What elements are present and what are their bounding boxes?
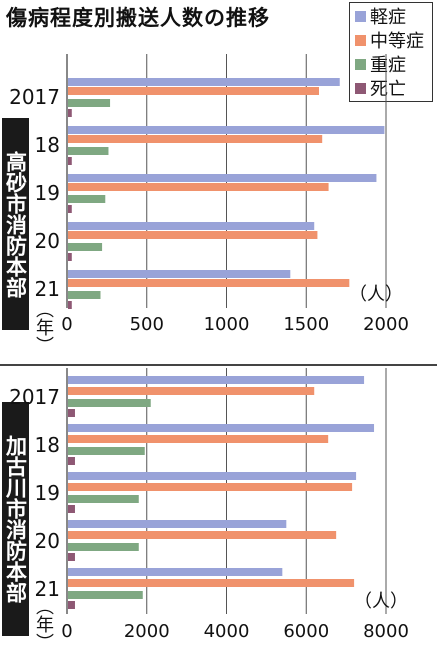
year-label-takasago-18: 18 — [35, 133, 60, 157]
value-unit-takasago: （人） — [349, 284, 403, 305]
org-label-takasago: 高砂市消防本部 — [2, 118, 29, 330]
legend-swatch-mild — [355, 10, 366, 22]
x-tick-label-takasago-0: 0 — [61, 314, 72, 335]
legend-item-moderate: 中等症 — [355, 29, 424, 52]
legend-item-death: 死亡 — [355, 77, 406, 100]
bar-takasago-21-death — [68, 301, 72, 309]
bar-kakogawa-18-mild — [68, 424, 375, 432]
legend-item-severe: 重症 — [355, 53, 406, 76]
year-label-kakogawa-19: 19 — [35, 481, 60, 505]
legend-label-moderate: 中等症 — [370, 31, 424, 52]
year-label-takasago-20: 20 — [35, 229, 60, 253]
bar-kakogawa-20-severe — [68, 543, 139, 551]
bar-kakogawa-18-moderate — [68, 435, 329, 443]
x-tick-label-kakogawa-0: 0 — [61, 621, 72, 640]
legend-swatch-death — [355, 82, 366, 94]
bar-takasago-18-mild — [68, 126, 385, 134]
bar-takasago-18-moderate — [68, 135, 323, 143]
legend-label-severe: 重症 — [370, 55, 406, 76]
bar-kakogawa-21-moderate — [68, 579, 355, 587]
bar-takasago-2017-mild — [68, 78, 340, 86]
bar-kakogawa-20-moderate — [68, 531, 337, 539]
bar-kakogawa-19-death — [68, 505, 75, 513]
legend-swatch-moderate — [355, 34, 366, 46]
bar-takasago-2017-severe — [68, 99, 111, 107]
bar-takasago-21-moderate — [68, 279, 350, 287]
bar-kakogawa-2017-moderate — [68, 387, 315, 395]
legend-label-mild: 軽症 — [370, 7, 406, 28]
bar-takasago-20-death — [68, 253, 72, 261]
year-unit-bottom: （年） — [33, 597, 54, 651]
year-label-takasago-2017: 2017 — [9, 85, 60, 109]
bar-takasago-20-moderate — [68, 231, 318, 239]
value-unit-kakogawa: （人） — [354, 591, 408, 612]
bar-takasago-18-death — [68, 157, 72, 165]
x-tick-label-takasago-500: 500 — [130, 314, 164, 335]
bar-kakogawa-19-severe — [68, 495, 139, 503]
bar-takasago-19-severe — [68, 195, 106, 203]
bar-kakogawa-2017-death — [68, 409, 75, 417]
year-label-kakogawa-18: 18 — [35, 433, 60, 457]
year-label-kakogawa-21: 21 — [35, 577, 60, 601]
bar-kakogawa-20-death — [68, 553, 75, 561]
bar-takasago-21-mild — [68, 270, 291, 278]
bar-kakogawa-20-mild — [68, 520, 287, 528]
bar-kakogawa-21-mild — [68, 568, 283, 576]
bar-kakogawa-18-severe — [68, 447, 145, 455]
year-label-kakogawa-2017: 2017 — [9, 385, 60, 409]
bar-takasago-18-severe — [68, 147, 109, 155]
bar-takasago-19-death — [68, 205, 72, 213]
bar-kakogawa-2017-severe — [68, 399, 151, 407]
legend-swatch-severe — [355, 58, 366, 70]
legend-label-death: 死亡 — [370, 79, 406, 100]
x-tick-label-kakogawa-6000: 6000 — [283, 621, 329, 640]
year-unit-top: （年） — [33, 300, 54, 354]
bar-kakogawa-2017-mild — [68, 376, 365, 384]
bar-kakogawa-21-severe — [68, 591, 143, 599]
bar-kakogawa-21-death — [68, 601, 75, 609]
bar-takasago-20-severe — [68, 243, 103, 251]
bar-takasago-19-moderate — [68, 183, 329, 191]
bar-kakogawa-19-mild — [68, 472, 357, 480]
year-label-takasago-21: 21 — [35, 277, 60, 301]
bar-kakogawa-18-death — [68, 457, 75, 465]
org-label-kakogawa: 加古川市消防本部 — [2, 402, 29, 636]
legend: 軽症 中等症 重症 死亡 — [349, 2, 433, 102]
bar-takasago-2017-death — [68, 109, 72, 117]
x-tick-label-takasago-1000: 1000 — [204, 314, 250, 335]
x-tick-label-takasago-1500: 1500 — [283, 314, 329, 335]
chart-title: 傷病程度別搬送人数の推移 — [6, 6, 270, 30]
year-label-takasago-19: 19 — [35, 181, 60, 205]
bar-takasago-20-mild — [68, 222, 315, 230]
x-tick-label-kakogawa-4000: 4000 — [204, 621, 250, 640]
x-tick-label-kakogawa-2000: 2000 — [124, 621, 170, 640]
panel-divider — [0, 364, 437, 366]
legend-item-mild: 軽症 — [355, 5, 406, 28]
bar-takasago-2017-moderate — [68, 87, 320, 95]
bar-takasago-19-mild — [68, 174, 377, 182]
bar-kakogawa-19-moderate — [68, 483, 353, 491]
x-tick-label-takasago-2000: 2000 — [363, 314, 409, 335]
year-label-kakogawa-20: 20 — [35, 529, 60, 553]
x-tick-label-kakogawa-8000: 8000 — [363, 621, 409, 640]
bar-takasago-21-severe — [68, 291, 101, 299]
